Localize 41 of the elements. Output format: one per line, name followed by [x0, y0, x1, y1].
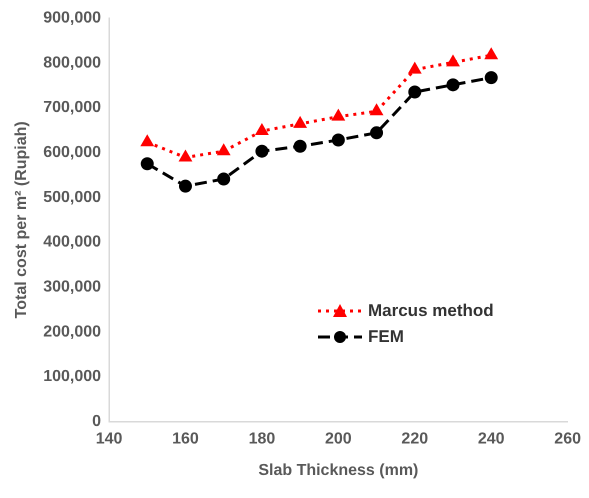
x-axis-title: Slab Thickness (mm): [258, 462, 418, 479]
x-tick-label: 200: [324, 430, 352, 448]
point: [408, 85, 422, 98]
point: [141, 136, 154, 146]
point: [332, 133, 345, 146]
y-tick-label: 400,000: [43, 234, 102, 251]
y-tick-label: 0: [92, 413, 102, 430]
x-tick-label: 140: [96, 430, 122, 448]
x-tick-label: 260: [554, 430, 582, 448]
x-tick-label: 180: [248, 430, 276, 448]
y-tick-label: 500,000: [43, 188, 102, 206]
point: [408, 63, 421, 74]
x-tick-label: 240: [478, 430, 505, 448]
point: [178, 180, 192, 193]
point: [446, 78, 460, 92]
point: [256, 124, 268, 136]
point: [484, 71, 498, 84]
x-tick-label: 220: [401, 430, 428, 448]
point: [370, 126, 384, 140]
point: [332, 110, 344, 121]
point: [180, 150, 192, 162]
y-tick-label: 900,000: [43, 9, 102, 26]
y-tick-label: 200,000: [43, 323, 102, 340]
y-tick-label: 800,000: [43, 54, 102, 72]
point: [294, 140, 307, 153]
legend-label: FEM: [368, 327, 404, 347]
point: [218, 144, 230, 156]
point: [485, 48, 498, 60]
point: [447, 56, 459, 66]
y-tick-label: 600,000: [43, 144, 102, 161]
point: [255, 144, 268, 158]
point: [217, 172, 230, 186]
point: [294, 117, 306, 128]
point: [370, 104, 382, 116]
y-tick-label: 100,000: [43, 368, 102, 386]
y-tick-label: 700,000: [43, 99, 102, 116]
point: [140, 157, 154, 170]
x-tick-label: 160: [172, 430, 199, 448]
y-tick-label: 300,000: [43, 278, 102, 296]
y-axis-title: Total cost per m² (Rupiah): [13, 121, 30, 318]
legend-label: Marcus method: [368, 301, 494, 321]
